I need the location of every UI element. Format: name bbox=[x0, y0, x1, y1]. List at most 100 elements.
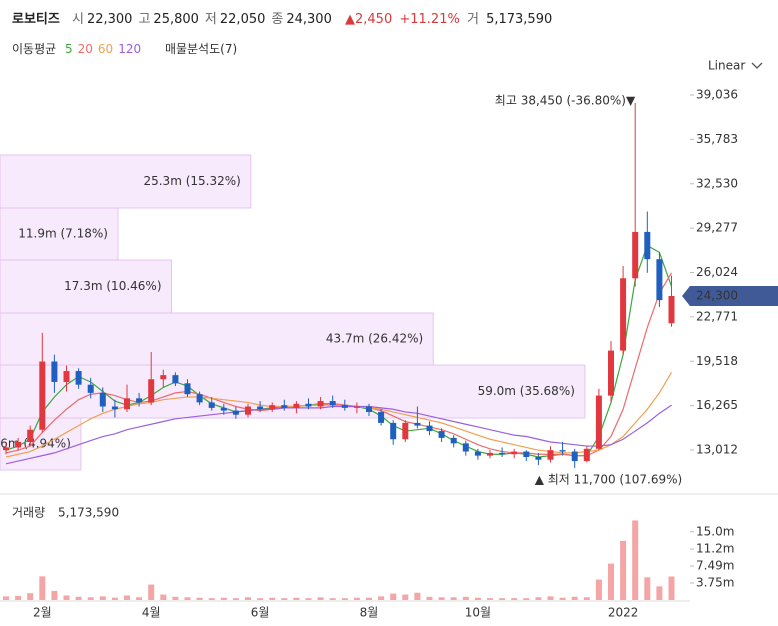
candle-body bbox=[426, 425, 433, 432]
x-tick-label: 8월 bbox=[360, 606, 379, 620]
y-tick-label: 32,530 bbox=[696, 176, 738, 190]
candle-body bbox=[583, 448, 590, 462]
volume-bar bbox=[414, 592, 421, 600]
price-item-value: 24,300 bbox=[286, 12, 332, 27]
volume-bar bbox=[172, 596, 179, 600]
candle-body bbox=[75, 371, 82, 385]
candle-body bbox=[523, 451, 530, 457]
y-tick-label: 13,012 bbox=[696, 442, 738, 456]
volume-bar bbox=[341, 598, 348, 600]
volume-tick-label: 3.75m bbox=[696, 575, 734, 589]
price-tag bbox=[682, 286, 778, 307]
profile-band bbox=[0, 154, 252, 209]
candle-body bbox=[305, 403, 312, 407]
volume-bar bbox=[474, 597, 481, 600]
candle-body bbox=[353, 406, 360, 408]
candle-body bbox=[3, 447, 9, 451]
candle-body bbox=[366, 406, 372, 412]
candle-body bbox=[136, 398, 143, 403]
candle-body bbox=[63, 371, 70, 382]
candle-body bbox=[511, 451, 518, 455]
candle-body bbox=[632, 231, 639, 279]
volume-bar bbox=[269, 597, 276, 600]
volume-bar bbox=[124, 595, 130, 600]
candle-body bbox=[15, 441, 22, 448]
candle-body bbox=[559, 450, 566, 452]
price-panel: 25.3m (15.32%) 11.9m (7.18%) 17.3m (10.46%… bbox=[0, 103, 675, 471]
volume-bar bbox=[245, 597, 251, 600]
scale-dropdown-chevron[interactable] bbox=[751, 62, 763, 69]
candle-body bbox=[402, 422, 409, 440]
profile-band bbox=[0, 207, 119, 261]
volume-bar bbox=[511, 598, 518, 600]
legend: 이동평균 5 20 60 120 매물분석도(7) bbox=[12, 40, 242, 57]
volume-title: 거래량 bbox=[12, 506, 45, 520]
volume-bar bbox=[281, 598, 288, 600]
candle-body bbox=[487, 452, 493, 456]
volume-bar bbox=[3, 596, 9, 600]
legend-entry[interactable]: 5 bbox=[65, 42, 73, 56]
volume-bar bbox=[208, 598, 215, 600]
volume-tick-label: 7.49m bbox=[696, 558, 734, 572]
candle-body bbox=[281, 405, 288, 408]
candle-body bbox=[462, 443, 469, 452]
candle-body bbox=[27, 429, 34, 442]
volume-bar bbox=[656, 586, 663, 600]
candle-body bbox=[232, 410, 239, 415]
volume-value: 5,173,590 bbox=[486, 12, 553, 27]
candle-body bbox=[595, 395, 602, 449]
volume-bar bbox=[378, 596, 385, 600]
volume-tick-label: 15.0m bbox=[696, 524, 734, 538]
candle-body bbox=[535, 456, 542, 460]
y-tick-label: 29,277 bbox=[696, 221, 738, 235]
x-tick-label: 2월 bbox=[33, 606, 52, 620]
volume-bar bbox=[390, 593, 397, 600]
candle-body bbox=[269, 405, 276, 410]
volume-bar bbox=[426, 596, 433, 600]
volume-bar bbox=[184, 597, 191, 600]
candle-body bbox=[99, 392, 106, 407]
volume-label: 거 bbox=[466, 12, 479, 27]
price-tag-label: 24,300 bbox=[696, 289, 738, 303]
volume-bar bbox=[111, 597, 118, 600]
candle-body bbox=[668, 296, 675, 324]
volume-bar bbox=[160, 594, 167, 600]
volume-bar bbox=[462, 596, 469, 600]
volume-bar bbox=[15, 595, 22, 600]
candle-body bbox=[620, 278, 627, 351]
volume-bar bbox=[99, 596, 106, 600]
profile-band-label: 25.3m (15.32%) bbox=[143, 174, 240, 188]
ma-line bbox=[5, 404, 672, 465]
y-tick-label: 35,783 bbox=[696, 132, 738, 146]
volume-bar bbox=[438, 597, 445, 600]
price-item-value: 22,050 bbox=[219, 12, 266, 27]
candle-body bbox=[293, 403, 300, 408]
profile-title[interactable]: 매물분석도(7) bbox=[164, 42, 238, 56]
candle-body bbox=[51, 361, 58, 382]
volume-bar bbox=[136, 597, 143, 600]
x-tick-label: 2022 bbox=[608, 606, 639, 620]
volume-bar bbox=[232, 598, 239, 600]
legend-entry[interactable]: 60 bbox=[97, 42, 114, 56]
candle-body bbox=[87, 384, 94, 393]
profile-band-label: 11.9m (7.18%) bbox=[18, 226, 108, 240]
change: ▲2,450 bbox=[345, 12, 393, 27]
candle-body bbox=[111, 406, 118, 410]
legend-entry[interactable]: 20 bbox=[77, 42, 93, 56]
price-items: 시 22,300 고 25,800 저 22,050 종 24,300 bbox=[72, 12, 338, 27]
volume-bar bbox=[559, 597, 566, 600]
legend-entry[interactable]: 120 bbox=[118, 42, 142, 56]
stock-name: 로보티즈 bbox=[12, 12, 60, 27]
y-tick-label: 22,771 bbox=[696, 309, 738, 323]
volume-bar bbox=[317, 597, 324, 600]
ma-label: 이동평균 bbox=[12, 42, 57, 56]
profile-band-label: 17.3m (10.46%) bbox=[64, 279, 161, 293]
candle-body bbox=[341, 405, 348, 408]
x-tick-label: 4월 bbox=[142, 606, 161, 620]
candle-body bbox=[39, 361, 46, 430]
volume-bar bbox=[148, 584, 155, 600]
volume-bar bbox=[632, 520, 639, 600]
volume-current: 5,173,590 bbox=[58, 506, 119, 520]
